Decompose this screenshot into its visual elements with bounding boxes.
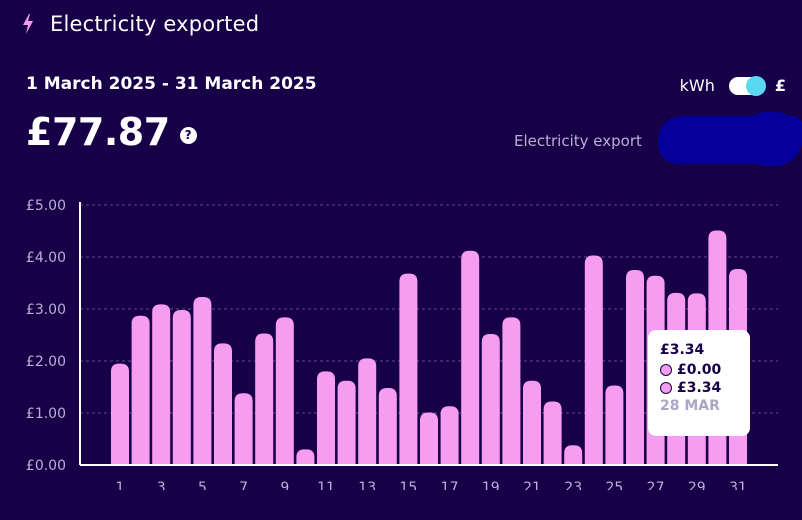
x-tick-label: 5 <box>198 480 207 490</box>
y-tick-label: £3.00 <box>26 302 66 318</box>
bar <box>337 380 356 465</box>
x-tick-label: 1 <box>116 480 125 490</box>
bar <box>152 304 171 465</box>
unit-switch[interactable] <box>728 75 766 96</box>
tooltip-row-value: £0.00 <box>677 362 722 378</box>
switch-knob <box>745 75 766 96</box>
electricity-export-legend: Electricity export <box>514 132 642 150</box>
tooltip-row: £0.00 <box>660 362 738 378</box>
x-tick-label: 21 <box>523 480 541 490</box>
bar <box>461 250 480 465</box>
bar <box>111 363 129 465</box>
bar <box>399 273 418 465</box>
x-tick-label: 7 <box>239 480 248 490</box>
header: Electricity exported <box>20 12 259 36</box>
bar <box>481 333 500 465</box>
x-tick-label: 23 <box>564 480 582 490</box>
tooltip-total: £3.34 <box>660 342 705 358</box>
redaction-mark <box>740 112 802 166</box>
unit-kwh-label[interactable]: kWh <box>679 76 715 95</box>
series-dot-icon <box>660 364 672 376</box>
total-row: £77.87 ? <box>26 110 197 154</box>
x-tick-label: 3 <box>157 480 166 490</box>
bar <box>420 412 438 465</box>
series-dot-icon <box>660 382 672 394</box>
bar <box>605 385 624 465</box>
bar <box>131 315 150 465</box>
total-amount: £77.87 <box>26 110 170 154</box>
x-tick-label: 31 <box>729 480 747 490</box>
tooltip-row: £3.34 <box>660 380 738 396</box>
bar <box>296 449 315 465</box>
tooltip-row-value: £3.34 <box>677 380 722 396</box>
bar <box>358 358 377 465</box>
date-range: 1 March 2025 - 31 March 2025 <box>26 74 317 94</box>
lightning-bolt-icon <box>23 14 33 34</box>
bar <box>172 310 191 465</box>
bar <box>440 406 459 465</box>
bar <box>378 388 397 465</box>
bar <box>275 317 294 465</box>
bar-chart: £0.00£1.00£2.00£3.00£4.00£5.001 3 5 7 9 11 13 1… <box>26 198 778 490</box>
y-tick-label: £0.00 <box>26 458 66 474</box>
x-tick-label: 13 <box>358 480 376 490</box>
bar <box>584 255 603 465</box>
tooltip-date: 28 MAR <box>660 398 720 414</box>
bar <box>317 371 335 465</box>
x-tick-label: 17 <box>441 480 459 490</box>
bar <box>193 297 212 465</box>
x-tick-label: 15 <box>399 480 417 490</box>
x-tick-label: 29 <box>688 480 706 490</box>
bar <box>234 393 253 465</box>
unit-gbp-label[interactable]: £ <box>774 76 786 95</box>
bar <box>543 401 562 465</box>
bar <box>564 445 583 465</box>
bar <box>523 380 541 465</box>
x-tick-label: 11 <box>317 480 335 490</box>
y-tick-label: £2.00 <box>26 354 66 370</box>
help-icon[interactable]: ? <box>179 126 197 144</box>
x-tick-label: 27 <box>647 480 665 490</box>
bar <box>255 333 274 465</box>
x-tick-label: 25 <box>605 480 623 490</box>
y-tick-label: £5.00 <box>26 198 66 214</box>
x-tick-label: 19 <box>482 480 500 490</box>
x-tick-label: 9 <box>280 480 289 490</box>
bar <box>626 270 644 465</box>
unit-toggle: kWh £ <box>679 75 786 96</box>
y-tick-label: £4.00 <box>26 250 66 266</box>
chart-tooltip: £3.34 £0.00 £3.34 28 MAR <box>648 330 750 436</box>
page-title: Electricity exported <box>50 12 260 36</box>
bar <box>502 317 521 465</box>
bar <box>214 343 232 465</box>
y-tick-label: £1.00 <box>26 406 66 422</box>
